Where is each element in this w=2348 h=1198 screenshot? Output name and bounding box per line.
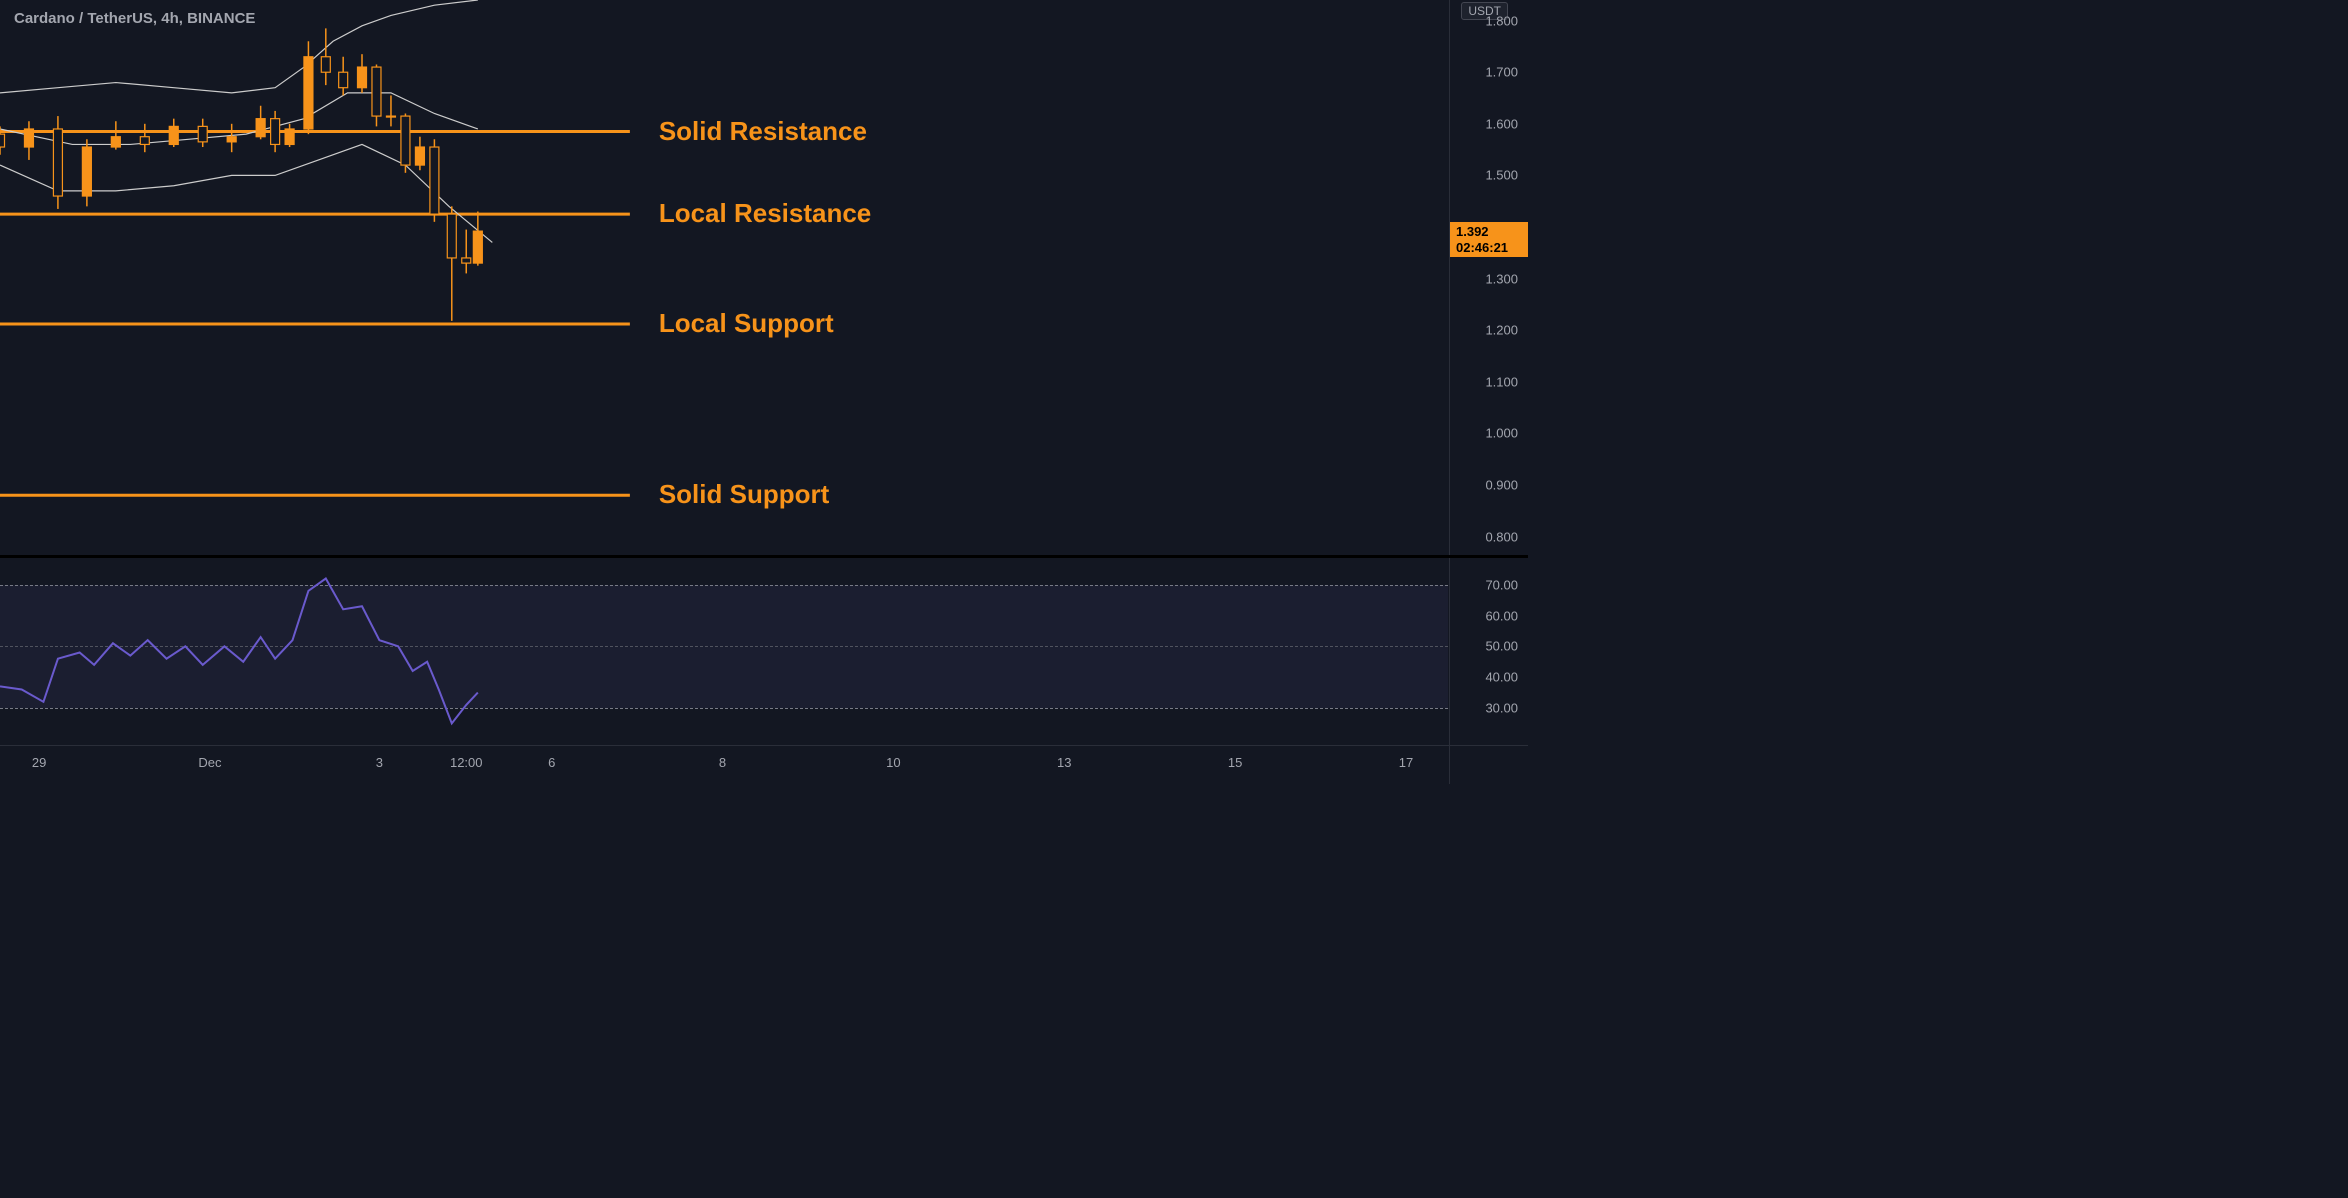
rsi-axis[interactable]: 30.00 40.00 50.00 60.00 70.00 <box>1450 560 1528 745</box>
rsi-line <box>0 579 478 724</box>
price-tick: 0.900 <box>1485 477 1518 492</box>
time-tick: 6 <box>548 755 555 770</box>
candle-body[interactable] <box>386 116 395 117</box>
candle-body[interactable] <box>447 214 456 258</box>
time-tick: 12:00 <box>450 755 483 770</box>
main-chart-svg <box>0 0 1448 552</box>
candle-body[interactable] <box>462 258 471 263</box>
countdown-value: 02:46:21 <box>1456 240 1522 256</box>
candle-body[interactable] <box>430 147 439 214</box>
price-tick: 0.800 <box>1485 529 1518 544</box>
candle-body[interactable] <box>321 57 330 72</box>
main-price-pane[interactable]: Solid Resistance Local Resistance Local Su… <box>0 0 1448 552</box>
candle-body[interactable] <box>198 126 207 141</box>
candle-body[interactable] <box>358 67 367 88</box>
time-tick: 17 <box>1399 755 1413 770</box>
chart-container: Cardano / TetherUS, 4h, BINANCE Solid Re… <box>0 0 1528 784</box>
candle-body[interactable] <box>256 119 265 137</box>
rsi-tick: 50.00 <box>1485 639 1518 654</box>
candle-body[interactable] <box>473 231 482 263</box>
candle-body[interactable] <box>401 116 410 165</box>
time-tick: 13 <box>1057 755 1071 770</box>
price-tick: 1.300 <box>1485 271 1518 286</box>
pane-separator <box>0 555 1528 558</box>
candle-body[interactable] <box>24 129 33 147</box>
time-tick: 3 <box>376 755 383 770</box>
annotation-label[interactable]: Local Support <box>659 308 834 339</box>
candle-body[interactable] <box>111 137 120 147</box>
price-tick: 1.600 <box>1485 116 1518 131</box>
candle-body[interactable] <box>0 134 5 147</box>
candle-body[interactable] <box>227 137 236 142</box>
current-price-badge: 1.392 02:46:21 <box>1450 222 1528 257</box>
rsi-pane[interactable] <box>0 560 1448 745</box>
time-tick: 10 <box>886 755 900 770</box>
candle-body[interactable] <box>271 119 280 145</box>
price-tick: 1.000 <box>1485 426 1518 441</box>
candle-body[interactable] <box>140 137 149 145</box>
candle-body[interactable] <box>339 72 348 87</box>
rsi-tick: 60.00 <box>1485 608 1518 623</box>
price-tick: 1.800 <box>1485 13 1518 28</box>
price-tick: 1.700 <box>1485 65 1518 80</box>
annotation-label[interactable]: Solid Resistance <box>659 116 867 147</box>
candle-body[interactable] <box>415 147 424 165</box>
annotation-label[interactable]: Solid Support <box>659 479 829 510</box>
price-tick: 1.200 <box>1485 323 1518 338</box>
annotation-label[interactable]: Local Resistance <box>659 198 871 229</box>
rsi-chart-svg <box>0 560 1448 745</box>
current-price-value: 1.392 <box>1456 224 1522 240</box>
time-tick: 29 <box>32 755 46 770</box>
time-tick: Dec <box>198 755 221 770</box>
symbol-title: Cardano / TetherUS, 4h, BINANCE <box>14 10 255 27</box>
price-tick: 1.100 <box>1485 374 1518 389</box>
candle-body[interactable] <box>285 129 294 144</box>
rsi-tick: 40.00 <box>1485 670 1518 685</box>
price-tick: 1.500 <box>1485 168 1518 183</box>
rsi-tick: 70.00 <box>1485 577 1518 592</box>
candle-body[interactable] <box>169 126 178 144</box>
candle-body[interactable] <box>304 57 313 129</box>
time-tick: 15 <box>1228 755 1242 770</box>
candle-body[interactable] <box>372 67 381 116</box>
candle-body[interactable] <box>82 147 91 196</box>
time-axis[interactable]: 29 Dec 3 12:00 6 8 10 13 15 17 <box>0 745 1448 783</box>
price-axis[interactable]: USDT 0.8000.9001.0001.1001.2001.3001.400… <box>1450 0 1528 552</box>
rsi-tick: 30.00 <box>1485 701 1518 716</box>
time-tick: 8 <box>719 755 726 770</box>
candle-body[interactable] <box>53 129 62 196</box>
